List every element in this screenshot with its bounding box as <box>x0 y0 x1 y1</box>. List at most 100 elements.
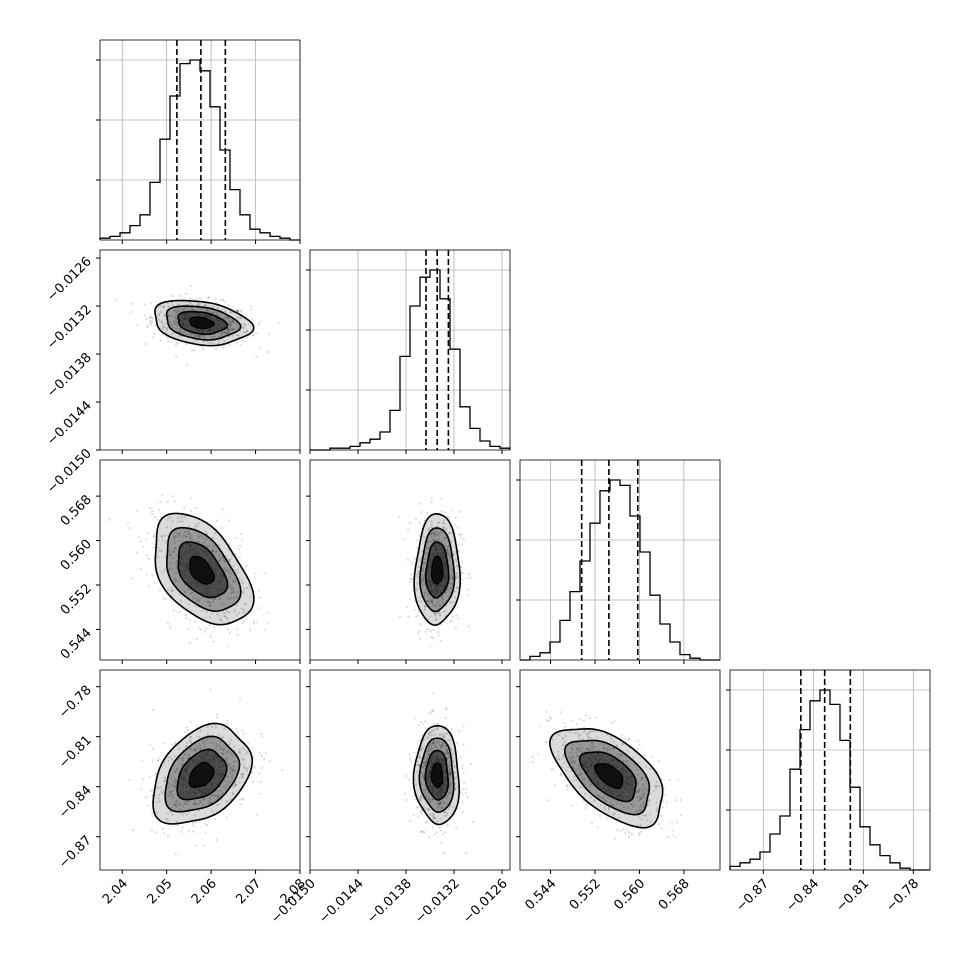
sample-point <box>217 340 220 343</box>
sample-point <box>569 759 572 763</box>
sample-point <box>452 553 455 556</box>
sample-point <box>436 525 439 528</box>
sample-point <box>240 310 243 313</box>
sample-point <box>572 760 575 763</box>
sample-point <box>431 798 434 802</box>
sample-point <box>418 754 421 758</box>
sample-point <box>448 774 451 778</box>
sample-point <box>230 767 233 770</box>
sample-point <box>180 540 183 543</box>
sample-point <box>422 765 425 768</box>
sample-point <box>627 831 631 834</box>
sample-point <box>225 315 228 318</box>
sample-point <box>179 520 182 523</box>
sample-point <box>432 636 435 639</box>
sample-point <box>251 781 254 784</box>
sample-point <box>639 797 642 800</box>
sample-point <box>193 802 196 806</box>
sample-point <box>151 788 154 792</box>
sample-point <box>420 772 424 775</box>
sample-point <box>231 768 234 771</box>
sample-point <box>422 535 425 539</box>
sample-point <box>145 317 148 320</box>
sample-point <box>229 322 232 326</box>
sample-point <box>449 601 452 604</box>
sample-point <box>428 753 431 756</box>
sample-point <box>432 597 435 600</box>
sample-point <box>228 631 232 635</box>
sample-point <box>429 630 432 633</box>
sample-point <box>147 557 150 560</box>
sample-point <box>204 530 207 533</box>
sample-point <box>184 531 187 534</box>
x-tick-label: −0.84 <box>783 876 822 915</box>
sample-point <box>193 802 196 805</box>
sample-point <box>240 343 243 346</box>
sample-point <box>216 793 219 797</box>
sample-point <box>429 749 432 752</box>
sample-point <box>178 532 181 535</box>
sample-point <box>461 578 464 581</box>
sample-point <box>638 832 641 835</box>
sample-point <box>169 552 172 556</box>
sample-point <box>408 598 412 601</box>
sample-point <box>240 323 244 326</box>
sample-point <box>452 759 455 763</box>
sample-point <box>176 580 179 584</box>
sample-point <box>174 803 177 806</box>
sample-point <box>434 529 437 532</box>
sample-point <box>413 717 416 720</box>
sample-point <box>219 746 222 749</box>
sample-point <box>409 573 412 576</box>
sample-point <box>255 355 258 358</box>
sample-point <box>223 779 227 782</box>
sample-point <box>652 789 655 792</box>
sample-point <box>619 754 622 757</box>
sample-point <box>449 771 452 774</box>
sample-point <box>441 540 444 543</box>
sample-point <box>266 621 269 624</box>
sample-point <box>224 332 227 335</box>
sample-point <box>167 759 170 762</box>
sample-point <box>584 783 587 786</box>
sample-point <box>169 516 172 519</box>
sample-point <box>587 731 591 734</box>
sample-point <box>431 710 434 713</box>
sample-point <box>552 768 555 771</box>
sample-point <box>416 740 419 743</box>
sample-point <box>580 750 583 753</box>
sample-point <box>223 614 226 618</box>
sample-point <box>229 320 232 323</box>
sample-point <box>638 833 641 837</box>
sample-point <box>448 784 451 788</box>
sample-point <box>207 800 210 803</box>
sample-point <box>232 786 235 789</box>
sample-point <box>189 618 192 622</box>
sample-point <box>425 758 428 761</box>
sample-point <box>637 790 640 794</box>
sample-point <box>220 334 224 337</box>
sample-point <box>435 538 438 542</box>
sample-point <box>445 708 448 711</box>
sample-point <box>212 536 215 540</box>
sample-point <box>245 330 248 333</box>
sample-point <box>226 722 229 725</box>
sample-point <box>199 801 202 804</box>
sample-point <box>576 764 580 767</box>
sample-point <box>635 790 638 793</box>
sample-point <box>447 551 450 554</box>
sample-point <box>205 308 208 311</box>
sample-point <box>459 536 462 540</box>
sample-point <box>545 740 548 744</box>
sample-point <box>200 308 203 311</box>
sample-point <box>175 355 178 358</box>
sample-point <box>220 748 223 751</box>
sample-point <box>456 586 459 590</box>
sample-point <box>239 774 243 777</box>
sample-point <box>449 590 452 594</box>
density-contour <box>188 761 215 789</box>
sample-point <box>570 719 573 722</box>
sample-point <box>600 804 603 807</box>
sample-point <box>164 534 167 537</box>
sample-point <box>218 559 221 562</box>
